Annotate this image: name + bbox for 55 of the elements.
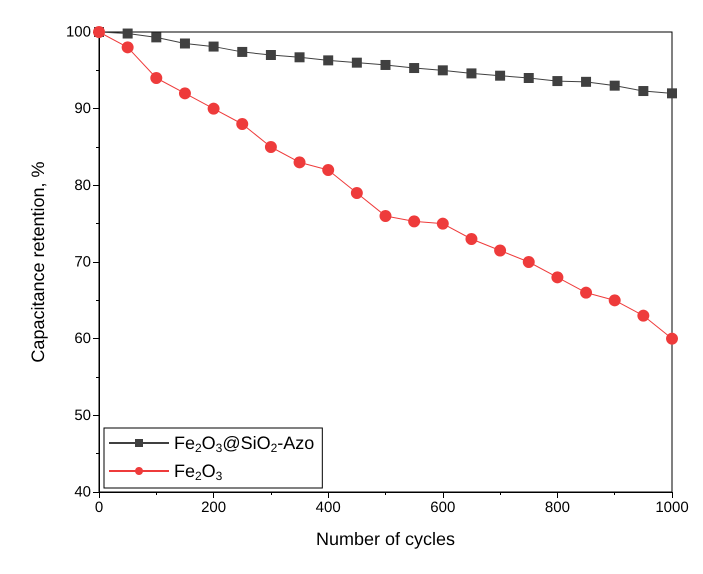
- point: [409, 63, 420, 74]
- y-tick-label: 60: [74, 330, 91, 348]
- point: [122, 41, 134, 54]
- point: [150, 72, 162, 84]
- point: [236, 118, 248, 130]
- x-tick-label: 0: [94, 499, 104, 516]
- point: [637, 310, 650, 322]
- point: [178, 87, 191, 100]
- x-tick-label: 200: [201, 499, 226, 516]
- point: [408, 215, 420, 228]
- point: [208, 102, 220, 115]
- point: [580, 286, 592, 299]
- point: [380, 210, 392, 222]
- point: [495, 70, 506, 81]
- point: [522, 256, 535, 268]
- point: [638, 86, 648, 96]
- point: [122, 28, 133, 39]
- point: [581, 76, 592, 87]
- point: [352, 58, 362, 68]
- point: [667, 88, 677, 98]
- point: [465, 233, 478, 245]
- point: [608, 294, 621, 306]
- point: [151, 32, 162, 42]
- x-axis-title: Number of cycles: [316, 529, 456, 549]
- point: [350, 187, 363, 199]
- x-tick-label: 1000: [655, 499, 689, 516]
- point: [264, 141, 277, 153]
- point: [208, 42, 219, 52]
- point: [466, 68, 476, 78]
- point: [666, 332, 678, 345]
- point: [610, 80, 620, 91]
- point: [237, 46, 248, 57]
- point: [552, 76, 562, 86]
- point: [294, 52, 305, 62]
- point: [438, 65, 448, 76]
- y-axis-title: Capacitance retention, %: [28, 161, 48, 363]
- y-tick-label: 70: [74, 254, 91, 270]
- point: [551, 271, 564, 284]
- x-tick-label: 800: [544, 499, 570, 516]
- point: [494, 244, 506, 256]
- point: [294, 156, 306, 168]
- y-tick-label: 80: [74, 176, 91, 194]
- point: [322, 164, 334, 176]
- point: [524, 73, 534, 83]
- point: [266, 50, 276, 60]
- y-tick-label: 100: [66, 24, 91, 40]
- point: [180, 38, 190, 48]
- point: [380, 60, 390, 70]
- y-tick-label: 90: [74, 100, 91, 118]
- y-tick-label: 40: [74, 484, 91, 500]
- x-tick-label: 400: [316, 499, 341, 516]
- x-tick-label: 600: [430, 499, 456, 516]
- point: [436, 218, 449, 230]
- y-tick-label: 50: [74, 406, 91, 424]
- point: [323, 55, 334, 66]
